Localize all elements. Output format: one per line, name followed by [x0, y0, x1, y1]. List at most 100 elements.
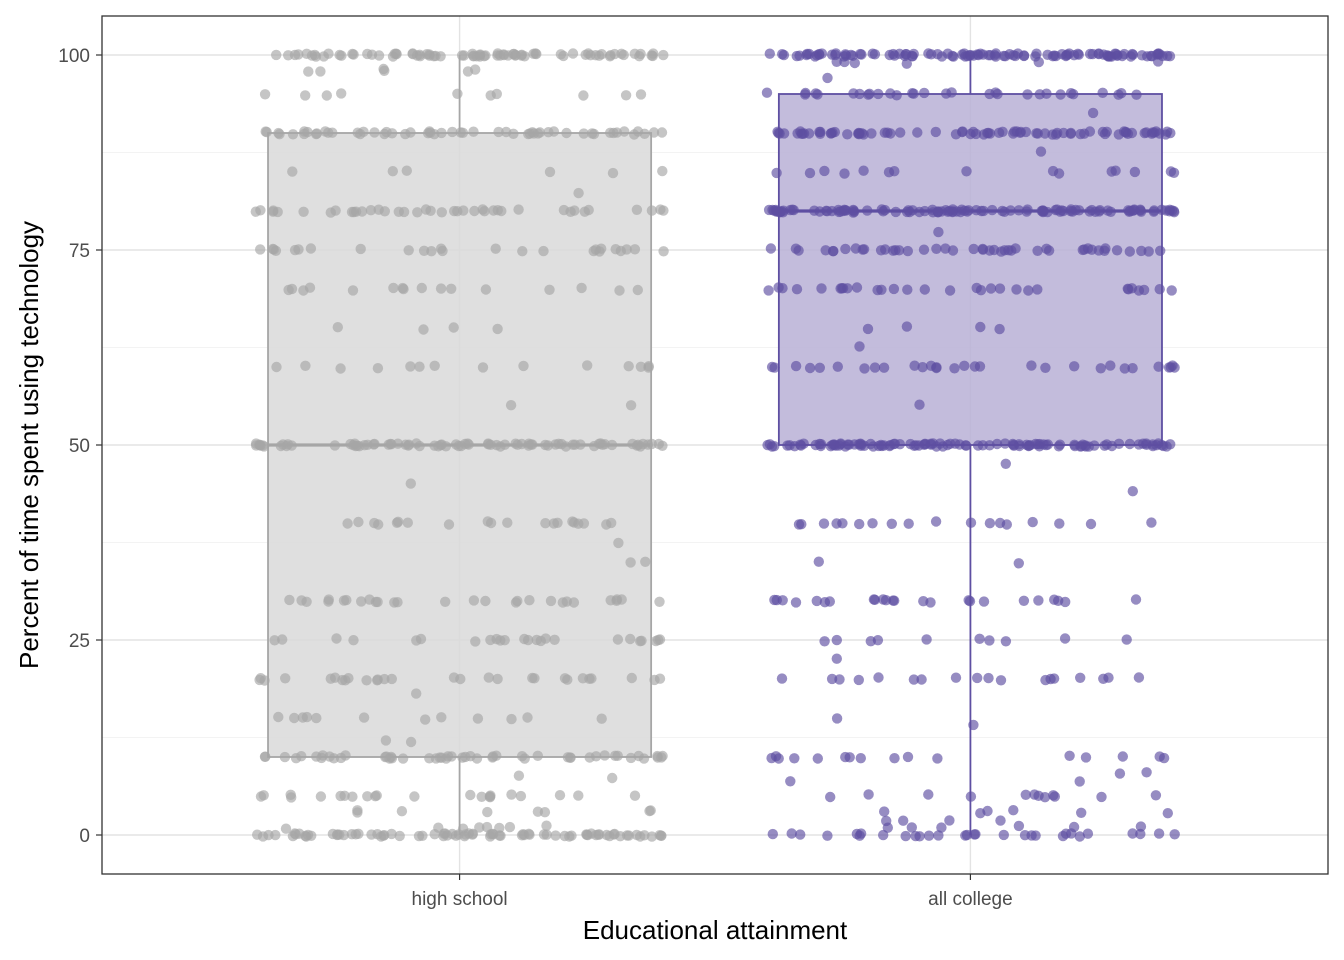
- data-point: [554, 790, 566, 801]
- data-point: [790, 597, 802, 608]
- data-point: [900, 830, 911, 842]
- data-point: [1035, 146, 1047, 157]
- data-point: [381, 751, 392, 762]
- data-point: [1039, 128, 1051, 139]
- y-tick-label: 75: [69, 241, 90, 262]
- data-point: [616, 594, 627, 605]
- data-point: [826, 205, 838, 217]
- data-point: [819, 636, 830, 647]
- data-point: [1119, 363, 1131, 374]
- data-point: [901, 58, 912, 69]
- data-point: [1162, 808, 1174, 819]
- data-point: [415, 633, 427, 645]
- y-tick-label: 0: [79, 826, 90, 847]
- data-point: [831, 634, 842, 646]
- data-point: [402, 517, 413, 528]
- data-point: [919, 284, 930, 295]
- data-point: [420, 204, 432, 215]
- data-point: [615, 245, 626, 257]
- data-point: [777, 49, 788, 60]
- data-point: [485, 790, 496, 801]
- data-point: [348, 635, 359, 646]
- data-point: [801, 49, 812, 61]
- data-point: [1007, 438, 1018, 450]
- data-point: [1013, 558, 1024, 569]
- data-point: [944, 285, 956, 296]
- data-point: [612, 750, 623, 761]
- data-point: [769, 594, 780, 606]
- data-point: [876, 204, 887, 215]
- data-point: [498, 49, 509, 60]
- data-point: [329, 440, 341, 451]
- data-point: [320, 126, 331, 137]
- data-point: [372, 596, 383, 608]
- data-point: [994, 323, 1005, 335]
- data-point: [1093, 245, 1105, 256]
- data-point: [867, 518, 878, 529]
- data-point: [1022, 204, 1033, 215]
- data-point: [372, 363, 384, 374]
- data-point: [889, 595, 900, 606]
- data-point: [487, 751, 499, 762]
- data-point: [590, 50, 601, 61]
- data-point: [777, 283, 788, 294]
- data-point: [1153, 828, 1165, 839]
- data-point: [480, 50, 491, 61]
- data-point: [1047, 165, 1059, 177]
- data-point: [972, 672, 983, 684]
- data-point: [901, 321, 913, 332]
- data-point: [818, 518, 830, 529]
- data-point: [962, 206, 973, 217]
- data-point: [539, 807, 551, 818]
- data-point: [274, 129, 285, 140]
- data-point: [607, 167, 619, 179]
- data-point: [1068, 89, 1079, 100]
- data-point: [280, 673, 291, 684]
- data-point: [287, 166, 298, 177]
- data-point: [837, 518, 848, 529]
- data-point: [287, 129, 299, 140]
- data-point: [770, 751, 782, 762]
- data-point: [893, 245, 905, 256]
- data-point: [865, 636, 876, 647]
- data-point: [303, 66, 314, 77]
- data-point: [529, 673, 540, 684]
- data-point: [996, 246, 1007, 257]
- data-point: [990, 51, 1001, 62]
- data-point: [579, 206, 590, 217]
- data-point: [573, 187, 584, 199]
- data-point: [558, 50, 569, 62]
- data-point: [930, 126, 941, 138]
- data-point: [1031, 128, 1042, 139]
- data-point: [848, 204, 859, 216]
- data-point: [1013, 820, 1025, 832]
- data-point: [386, 673, 397, 685]
- data-point: [1045, 673, 1056, 685]
- data-point: [1008, 128, 1019, 139]
- data-point: [809, 205, 820, 216]
- data-point: [906, 822, 917, 833]
- data-point: [544, 166, 556, 178]
- data-point: [436, 712, 447, 723]
- data-point: [349, 438, 360, 449]
- data-point: [991, 438, 1003, 450]
- data-point: [1127, 363, 1138, 374]
- data-point: [898, 815, 909, 826]
- data-point: [296, 751, 307, 762]
- data-point: [346, 206, 358, 218]
- data-point: [1168, 167, 1180, 178]
- data-point: [916, 674, 927, 685]
- data-point: [879, 806, 890, 817]
- data-point: [468, 595, 480, 606]
- data-point: [578, 90, 589, 101]
- data-point: [347, 285, 359, 296]
- data-point: [1011, 284, 1022, 295]
- data-point: [269, 635, 280, 646]
- data-point: [626, 672, 637, 684]
- data-point: [819, 597, 831, 608]
- data-point: [1135, 828, 1146, 840]
- data-point: [793, 519, 805, 530]
- data-point: [271, 361, 282, 373]
- data-point: [923, 830, 935, 841]
- data-point: [485, 90, 496, 101]
